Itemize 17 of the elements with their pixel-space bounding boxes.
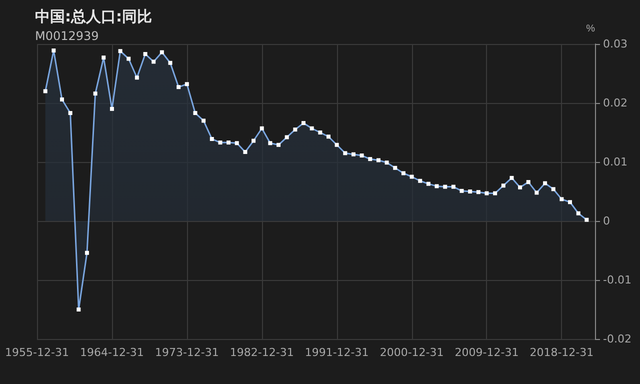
x-tick-label: 1964-12-31 bbox=[80, 346, 144, 359]
y-tick-label: 0.02 bbox=[603, 96, 628, 110]
y-tick-label: -0.01 bbox=[603, 274, 632, 286]
x-tick-label: 1982-12-31 bbox=[230, 346, 294, 359]
y-tick-label: 0 bbox=[603, 214, 610, 228]
y-tick-label: 0.03 bbox=[603, 38, 628, 50]
y-tick-label: -0.02 bbox=[603, 332, 632, 346]
x-tick-label: 2009-12-31 bbox=[454, 346, 519, 359]
x-tick-label: 1991-12-31 bbox=[304, 346, 369, 359]
x-tick-label: 1973-12-31 bbox=[154, 346, 219, 359]
y-axis-title: % bbox=[586, 24, 596, 34]
chart-title: 中国:总人口:同比 bbox=[35, 8, 152, 26]
x-tick-label: 1955-12-31 bbox=[5, 346, 69, 359]
x-tick-label: 2000-12-31 bbox=[380, 346, 444, 359]
x-tick-label: 2018-12-31 bbox=[530, 346, 594, 359]
y-tick-label: 0.01 bbox=[603, 156, 628, 168]
chart-subtitle: M0012939 bbox=[35, 29, 99, 43]
